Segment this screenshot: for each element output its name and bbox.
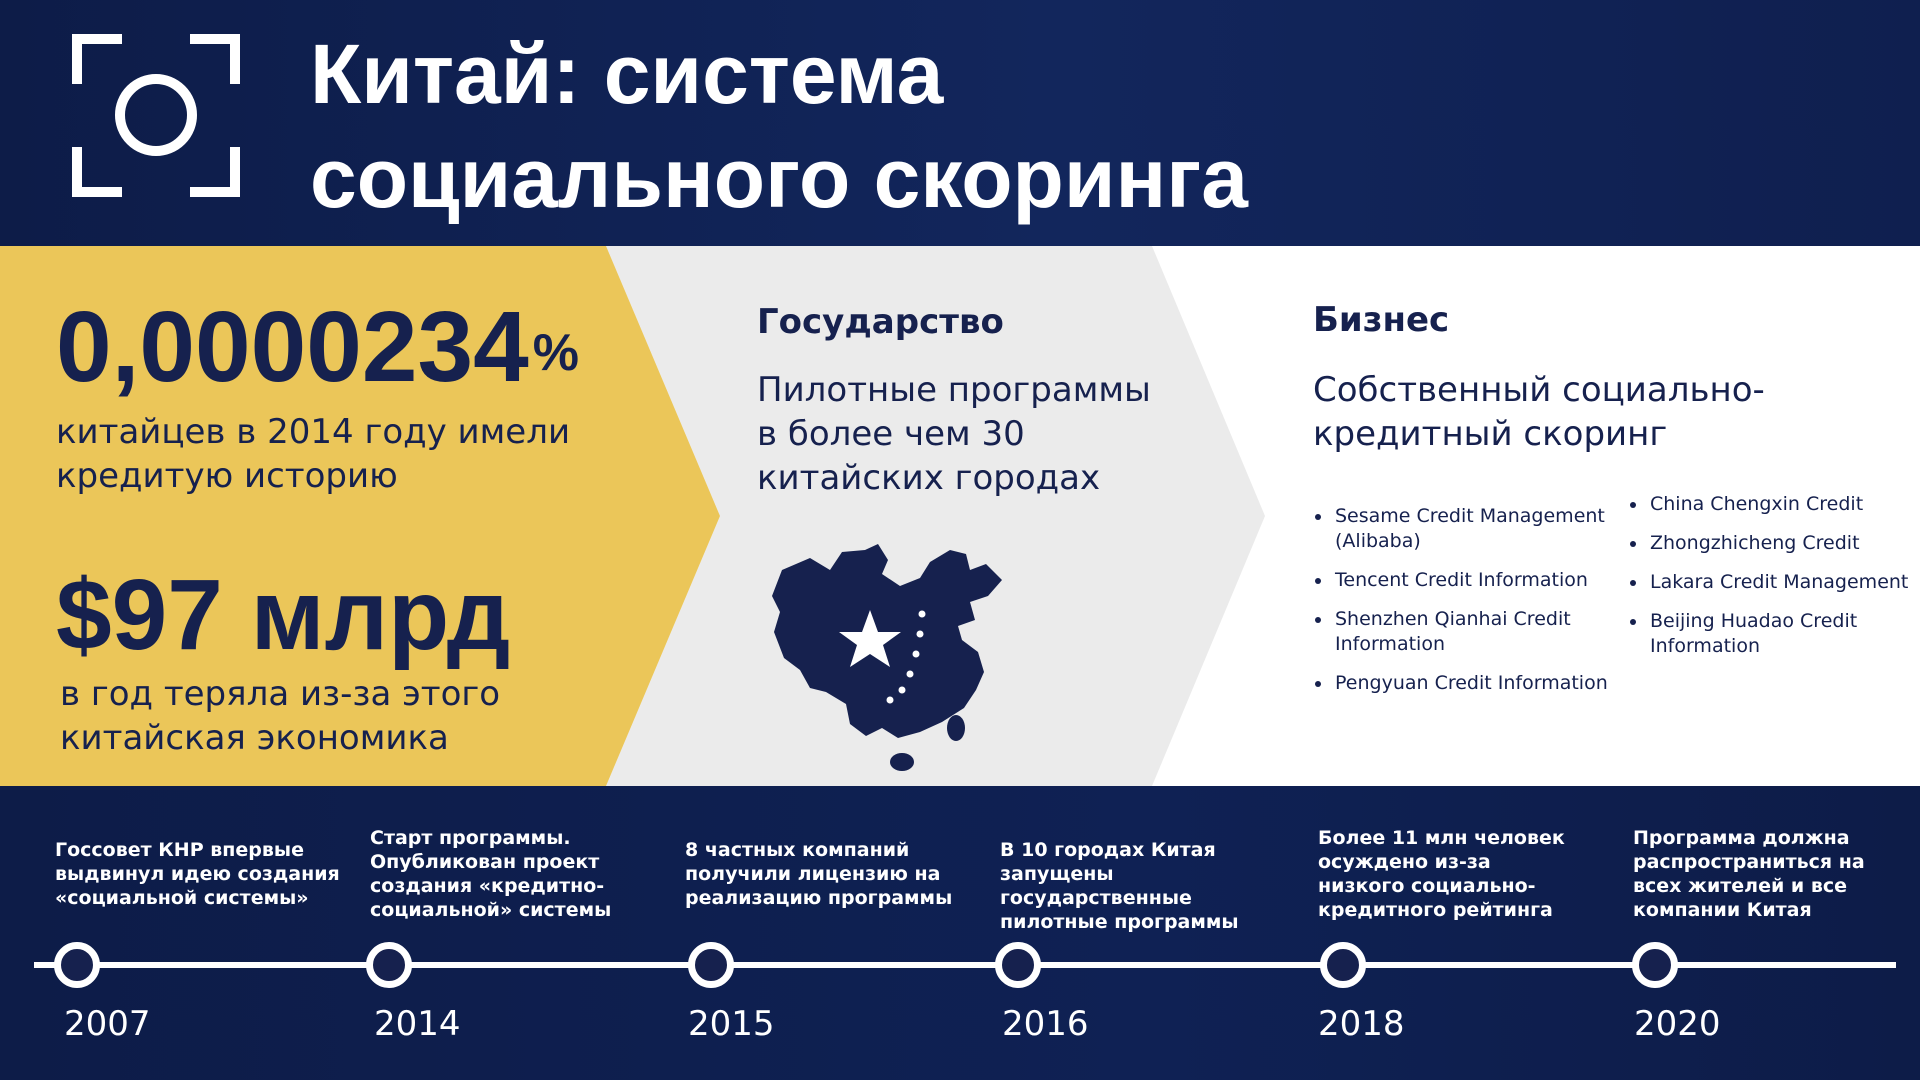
china-map-icon xyxy=(772,544,1002,771)
timeline-line xyxy=(34,962,1896,968)
list-item: Sesame Credit Management (Alibaba) xyxy=(1313,504,1623,554)
timeline-desc-2015: 8 частных компаний получили лицензию на … xyxy=(685,839,953,909)
list-item: Shenzhen Qianhai Credit Information xyxy=(1313,607,1623,657)
list-item: Beijing Huadao Credit Information xyxy=(1628,609,1920,659)
timeline-node-2020 xyxy=(1632,942,1678,988)
government-description: Пилотные программы в более чем 30 китайс… xyxy=(757,370,1151,498)
page-title: Китай: система социального скоринга xyxy=(310,22,1248,230)
list-item: Zhongzhicheng Credit xyxy=(1628,531,1920,556)
timeline-year-2016: 2016 xyxy=(1002,1004,1089,1044)
business-title: Бизнес xyxy=(1313,300,1450,340)
timeline-year-2015: 2015 xyxy=(688,1004,775,1044)
timeline-year-2018: 2018 xyxy=(1318,1004,1405,1044)
camera-focus-icon xyxy=(72,34,240,197)
timeline-desc-2007: Госсовет КНР впервые выдвинул идею созда… xyxy=(55,839,340,909)
band-background xyxy=(0,246,1920,786)
business-description: Собственный социально-кредитный скоринг xyxy=(1313,370,1765,454)
list-item: Tencent Credit Information xyxy=(1313,568,1623,593)
title-line-1: Китай: система xyxy=(310,27,944,121)
stat-share-description: китайцев в 2014 году имели кредитую исто… xyxy=(56,412,571,496)
stat-share-unit: % xyxy=(532,324,579,382)
header: Китай: система социального скоринга xyxy=(0,0,1920,246)
timeline-year-2007: 2007 xyxy=(64,1004,151,1044)
government-title: Государство xyxy=(757,302,1004,342)
stat-loss-value: $97 млрд xyxy=(56,559,511,671)
stat-loss-description: в год теряла из-за этого китайская эконо… xyxy=(60,674,501,758)
timeline-node-2018 xyxy=(1320,942,1366,988)
timeline-desc-2018: Более 11 млн человек осуждено из-за низк… xyxy=(1318,827,1565,921)
content-band xyxy=(0,246,1920,786)
stat-share-value: 0,0000234% xyxy=(56,291,579,403)
timeline-node-2016 xyxy=(995,942,1041,988)
company-list-left: Sesame Credit Management (Alibaba) Tence… xyxy=(1313,504,1623,710)
list-item: Lakara Credit Management xyxy=(1628,570,1920,595)
list-item: Pengyuan Credit Information xyxy=(1313,671,1623,696)
list-item: China Chengxin Credit xyxy=(1628,492,1920,517)
timeline-year-2020: 2020 xyxy=(1634,1004,1721,1044)
company-list-right: China Chengxin Credit Zhongzhicheng Cred… xyxy=(1628,492,1920,673)
timeline-node-2007 xyxy=(54,942,100,988)
timeline-desc-2014: Старт программы. Опубликован проект созд… xyxy=(370,827,612,921)
timeline-node-2015 xyxy=(688,942,734,988)
timeline-year-2014: 2014 xyxy=(374,1004,461,1044)
title-line-2: социального скоринга xyxy=(310,131,1248,225)
timeline-desc-2016: В 10 городах Китая запущены государствен… xyxy=(1000,839,1239,933)
timeline: Госсовет КНР впервые выдвинул идею созда… xyxy=(0,786,1920,1080)
timeline-node-2014 xyxy=(366,942,412,988)
timeline-desc-2020: Программа должна распространиться на все… xyxy=(1633,827,1865,921)
